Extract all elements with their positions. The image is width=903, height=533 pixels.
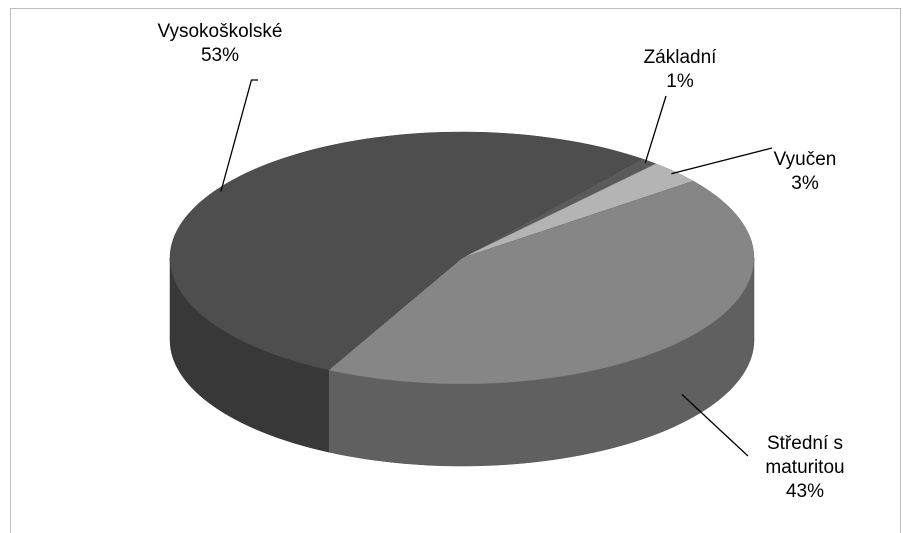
label-value: 43% (785, 481, 825, 502)
label-name: Základní (643, 47, 717, 68)
label-value: 1% (666, 71, 694, 92)
slice (327, 180, 755, 385)
leader-line (671, 147, 773, 175)
label-value: 3% (791, 173, 819, 194)
leader-line (220, 79, 258, 192)
label-name: Vyučen (773, 149, 837, 170)
data-label: Základní 1% (630, 46, 730, 94)
data-label: Vyučen 3% (760, 148, 850, 196)
label-value: 53% (200, 45, 240, 66)
label-name: Střední s maturitou (765, 433, 845, 478)
label-name: Vysokoškolské (157, 21, 283, 42)
leader-line (644, 95, 667, 164)
slice (169, 131, 643, 371)
data-label: Střední s maturitou 43% (735, 432, 875, 504)
leader-line (681, 393, 749, 457)
data-label: Vysokoškolské 53% (130, 20, 310, 68)
